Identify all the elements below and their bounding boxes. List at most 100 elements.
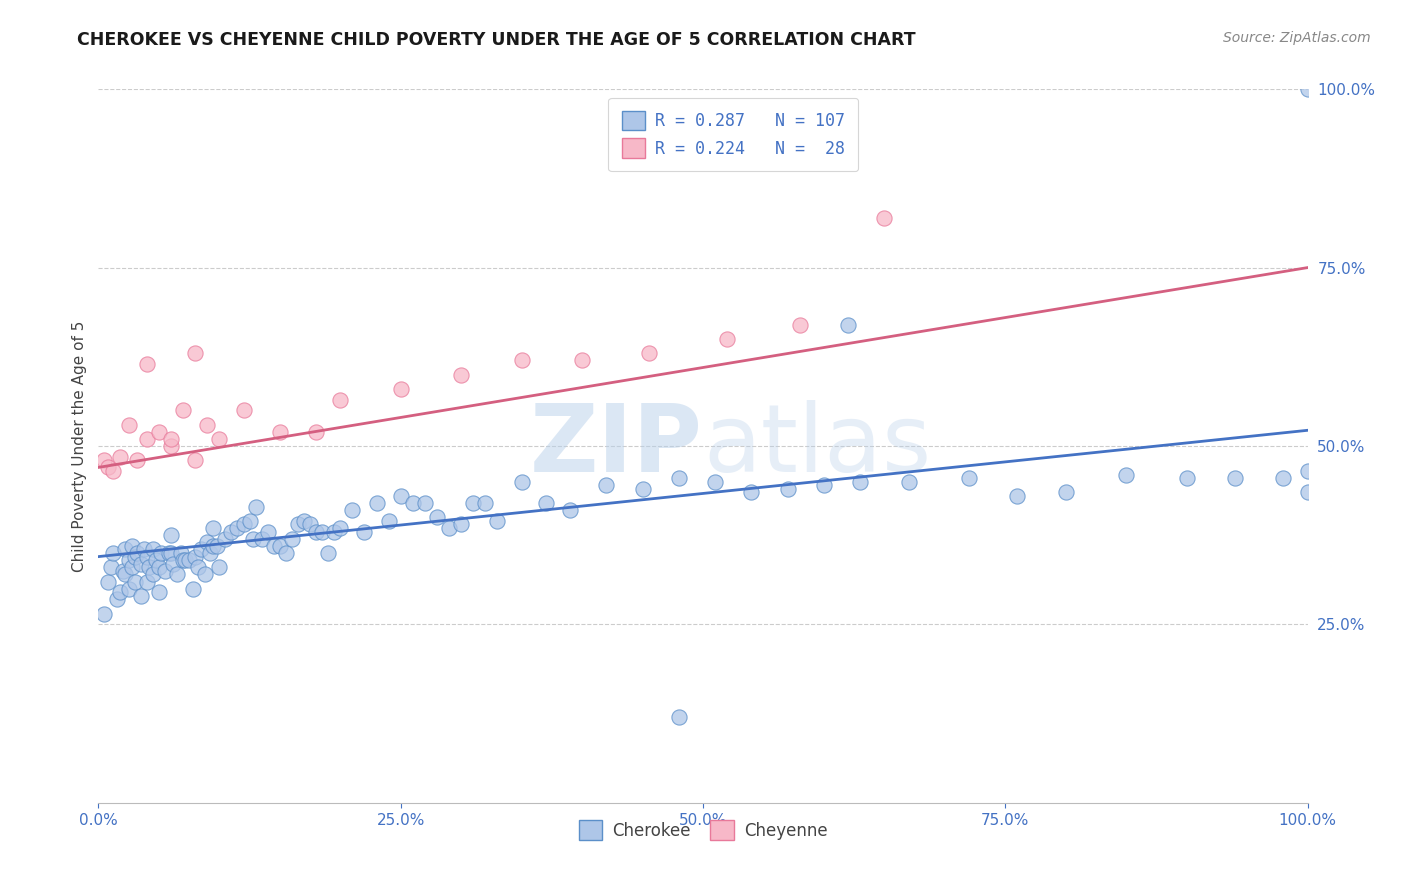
Point xyxy=(194,567,217,582)
Point xyxy=(323,524,346,539)
Point xyxy=(311,524,333,539)
Point xyxy=(1175,471,1198,485)
Point xyxy=(534,496,557,510)
Point xyxy=(172,553,194,567)
Point xyxy=(202,539,225,553)
Y-axis label: Child Poverty Under the Age of 5: Child Poverty Under the Age of 5 xyxy=(72,320,87,572)
Point xyxy=(342,503,364,517)
Point xyxy=(114,567,136,582)
Point xyxy=(142,567,165,582)
Point xyxy=(118,417,141,432)
Point xyxy=(121,560,143,574)
Point xyxy=(148,560,170,574)
Point xyxy=(813,478,835,492)
Point xyxy=(1054,485,1077,500)
Point xyxy=(160,528,183,542)
Point xyxy=(179,553,201,567)
Text: ZIP: ZIP xyxy=(530,400,703,492)
Point xyxy=(595,478,617,492)
Point xyxy=(668,471,690,485)
Point xyxy=(105,592,128,607)
Point xyxy=(837,318,859,332)
Point xyxy=(190,542,212,557)
Point xyxy=(389,382,412,396)
Point xyxy=(450,517,472,532)
Point xyxy=(329,521,352,535)
Point xyxy=(135,574,157,589)
Point xyxy=(124,574,146,589)
Point xyxy=(571,353,593,368)
Point xyxy=(631,482,654,496)
Point xyxy=(148,585,170,599)
Point xyxy=(135,549,157,564)
Point xyxy=(873,211,896,225)
Text: atlas: atlas xyxy=(703,400,931,492)
Text: Source: ZipAtlas.com: Source: ZipAtlas.com xyxy=(1223,31,1371,45)
Point xyxy=(245,500,267,514)
Point xyxy=(184,346,207,360)
Point xyxy=(184,453,207,467)
Point xyxy=(1115,467,1137,482)
Point xyxy=(169,546,191,560)
Legend: Cherokee, Cheyenne: Cherokee, Cheyenne xyxy=(571,812,835,848)
Point xyxy=(789,318,811,332)
Text: CHEROKEE VS CHEYENNE CHILD POVERTY UNDER THE AGE OF 5 CORRELATION CHART: CHEROKEE VS CHEYENNE CHILD POVERTY UNDER… xyxy=(77,31,915,49)
Point xyxy=(486,514,509,528)
Point xyxy=(413,496,436,510)
Point xyxy=(138,560,160,574)
Point xyxy=(162,557,184,571)
Point xyxy=(263,539,285,553)
Point xyxy=(129,589,152,603)
Point xyxy=(353,524,375,539)
Point xyxy=(305,425,328,439)
Point xyxy=(118,582,141,596)
Point xyxy=(127,453,149,467)
Point xyxy=(299,517,322,532)
Point xyxy=(134,542,156,557)
Point xyxy=(111,564,134,578)
Point xyxy=(153,564,176,578)
Point xyxy=(558,503,581,517)
Point xyxy=(1296,485,1319,500)
Point xyxy=(124,549,146,564)
Point xyxy=(256,524,278,539)
Point xyxy=(174,553,197,567)
Point xyxy=(172,403,194,417)
Point xyxy=(142,542,165,557)
Point xyxy=(221,524,243,539)
Point xyxy=(1296,82,1319,96)
Point xyxy=(195,535,218,549)
Point xyxy=(957,471,980,485)
Point xyxy=(97,574,120,589)
Point xyxy=(426,510,449,524)
Point xyxy=(232,517,254,532)
Point xyxy=(292,514,315,528)
Point xyxy=(274,546,297,560)
Point xyxy=(118,553,141,567)
Point xyxy=(198,546,221,560)
Point xyxy=(377,514,399,528)
Point xyxy=(897,475,920,489)
Point xyxy=(366,496,388,510)
Point xyxy=(160,546,183,560)
Point xyxy=(704,475,727,489)
Point xyxy=(329,392,352,407)
Point xyxy=(97,460,120,475)
Point xyxy=(287,517,309,532)
Point xyxy=(214,532,236,546)
Point xyxy=(108,450,131,464)
Point xyxy=(145,553,167,567)
Point xyxy=(776,482,799,496)
Point xyxy=(135,432,157,446)
Point xyxy=(242,532,264,546)
Point xyxy=(740,485,762,500)
Point xyxy=(135,357,157,371)
Point xyxy=(402,496,425,510)
Point xyxy=(510,353,533,368)
Point xyxy=(269,539,291,553)
Point xyxy=(316,546,339,560)
Point xyxy=(281,532,304,546)
Point xyxy=(305,524,328,539)
Point xyxy=(101,546,124,560)
Point xyxy=(205,539,228,553)
